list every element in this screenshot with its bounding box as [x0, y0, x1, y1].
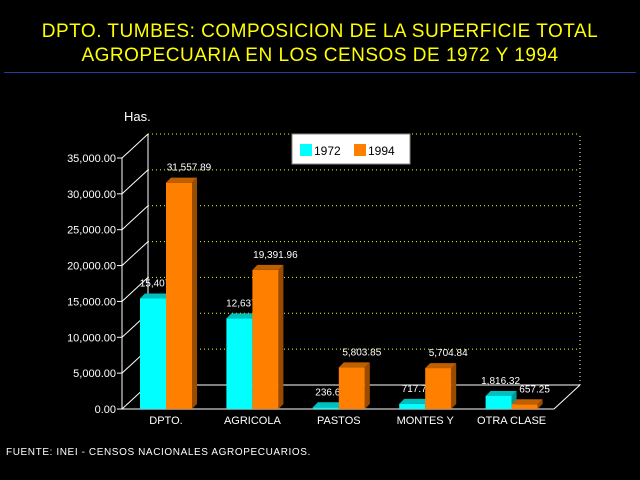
- bar-1994-2: [252, 264, 284, 409]
- bar-side: [278, 264, 284, 409]
- chart-title-line-2: AGROPECUARIA EN LOS CENSOS DE 1972 Y 199…: [81, 45, 559, 66]
- data-label: 15,407: [140, 279, 171, 290]
- bar-1994-3: [338, 362, 370, 409]
- bar-1994-5: [511, 399, 543, 409]
- bar-top: [399, 398, 431, 404]
- bar-top: [226, 313, 258, 319]
- bar-face: [252, 269, 279, 409]
- y-axis-label: Has.: [124, 109, 151, 124]
- bar-face: [140, 298, 166, 409]
- depth-tick: [121, 241, 149, 266]
- x-tick-label: OTRA CLASE: [477, 415, 546, 427]
- data-label: 5,704.84: [429, 348, 468, 359]
- data-label: 19,391.96: [253, 250, 298, 261]
- y-tick-label: 0.00: [95, 404, 116, 416]
- depth-tick: [121, 277, 149, 302]
- bar-top: [140, 293, 171, 299]
- data-label: 31,557.89: [167, 163, 212, 174]
- y-tick-label: 5,000.00: [73, 368, 116, 380]
- y-tick-label: 30,000.00: [67, 189, 116, 201]
- legend-label-1972: 1972: [314, 144, 341, 158]
- title-divider: [4, 72, 636, 73]
- bar-face: [425, 368, 452, 409]
- depth-tick: [121, 133, 149, 159]
- bar-face: [399, 403, 426, 409]
- bar-top: [511, 399, 543, 405]
- y-tick-label: 15,000.00: [67, 296, 116, 308]
- bar-top: [485, 390, 517, 396]
- bar-top: [312, 402, 344, 408]
- bar-side: [364, 362, 370, 409]
- data-label: 657.25: [519, 384, 550, 395]
- bar-1994-1: [166, 177, 197, 409]
- bar-face: [226, 318, 253, 409]
- bar-face: [511, 404, 538, 409]
- y-tick-label: 35,000.00: [67, 153, 116, 165]
- x-tick-label: DPTO.: [149, 415, 182, 427]
- data-label: 5,803.85: [342, 347, 381, 358]
- source-note: FUENTE: INEI - CENSOS NACIONALES AGROPEC…: [6, 447, 311, 458]
- bar-face: [312, 407, 339, 409]
- depth-tick: [121, 169, 149, 195]
- legend-swatch-1994: [354, 144, 366, 156]
- bar-top: [166, 177, 197, 183]
- bar-1994-4: [425, 363, 457, 409]
- y-tick-label: 25,000.00: [67, 225, 116, 237]
- bar-face: [485, 395, 512, 409]
- bar-top: [338, 362, 370, 368]
- data-label: 717.7: [402, 384, 427, 395]
- data-label: 12,637: [226, 298, 257, 309]
- x-tick-label: AGRICOLA: [224, 415, 282, 427]
- depth-tick: [121, 205, 149, 231]
- y-tick-label: 10,000.00: [67, 332, 116, 344]
- bar-face: [338, 367, 365, 409]
- bar-top: [425, 363, 457, 369]
- bar-side: [451, 363, 457, 409]
- bar-face: [166, 182, 192, 409]
- data-label: 236.6: [315, 387, 340, 398]
- bar-side: [192, 177, 197, 409]
- legend-swatch-1972: [300, 144, 312, 156]
- legend-label-1994: 1994: [368, 144, 395, 158]
- x-tick-label: PASTOS: [317, 415, 361, 427]
- floor-right-edge: [553, 384, 581, 410]
- chart-title-line-1: DPTO. TUMBES: COMPOSICION DE LA SUPERFIC…: [41, 21, 599, 42]
- bar-top: [252, 264, 284, 270]
- x-tick-label: MONTES Y: [397, 415, 455, 427]
- y-tick-label: 20,000.00: [67, 261, 116, 273]
- data-label: 1,816.32: [481, 376, 520, 387]
- bar-side: [537, 399, 543, 409]
- legend: 1972 1994: [291, 133, 411, 165]
- bar-1972-1: [140, 293, 171, 409]
